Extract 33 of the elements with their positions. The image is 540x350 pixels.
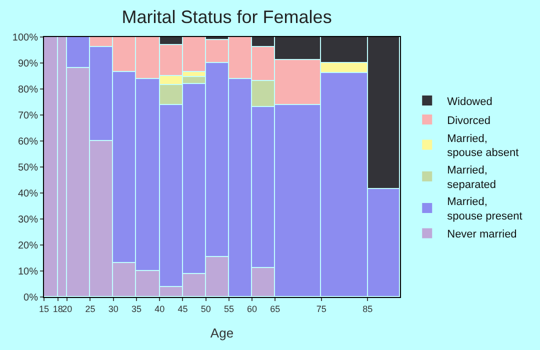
legend-label: Divorced [447, 114, 491, 127]
x-tick-label: 55 [224, 304, 234, 314]
y-tick-label: 100% [12, 32, 38, 44]
y-tick-label: 40% [18, 188, 38, 200]
x-tick-label: 60 [247, 304, 258, 314]
x-tick-label: 30 [108, 304, 118, 314]
y-tick-label: 60% [18, 136, 38, 148]
y-tick-label: 80% [18, 84, 38, 96]
x-tick-label: 85 [362, 304, 373, 314]
x-tick-label: 75 [316, 304, 326, 314]
y-tick-label: 90% [18, 58, 38, 70]
x-axis-title: Age [210, 325, 234, 340]
chart-title: Marital Status for Females [122, 7, 332, 28]
legend-label: Widowed [447, 96, 492, 108]
x-tick-label: 18 [52, 304, 63, 314]
x-tick-label: 65 [270, 304, 280, 314]
y-tick-label: 10% [18, 266, 38, 278]
x-tick-label: 40 [154, 304, 165, 314]
x-tick-label: 50 [200, 304, 211, 314]
legend-label: Married, spouse present [447, 196, 522, 222]
x-tick-label: 20 [62, 304, 72, 314]
y-tick-label: 50% [18, 162, 38, 174]
y-tick-label: 30% [18, 214, 38, 226]
legend-label: Never married [447, 228, 517, 241]
y-tick-label: 0% [24, 292, 38, 304]
legend-label: Married, separated [447, 164, 496, 191]
x-tick-label: 45 [178, 304, 188, 314]
x-tick-label: 15 [38, 304, 50, 314]
y-tick-label: 20% [18, 240, 38, 252]
y-tick-label: 70% [18, 110, 38, 122]
legend-label: Married, spouse absent [447, 132, 519, 160]
x-tick-label: 35 [131, 304, 142, 314]
x-tick-label: 25 [85, 304, 96, 314]
